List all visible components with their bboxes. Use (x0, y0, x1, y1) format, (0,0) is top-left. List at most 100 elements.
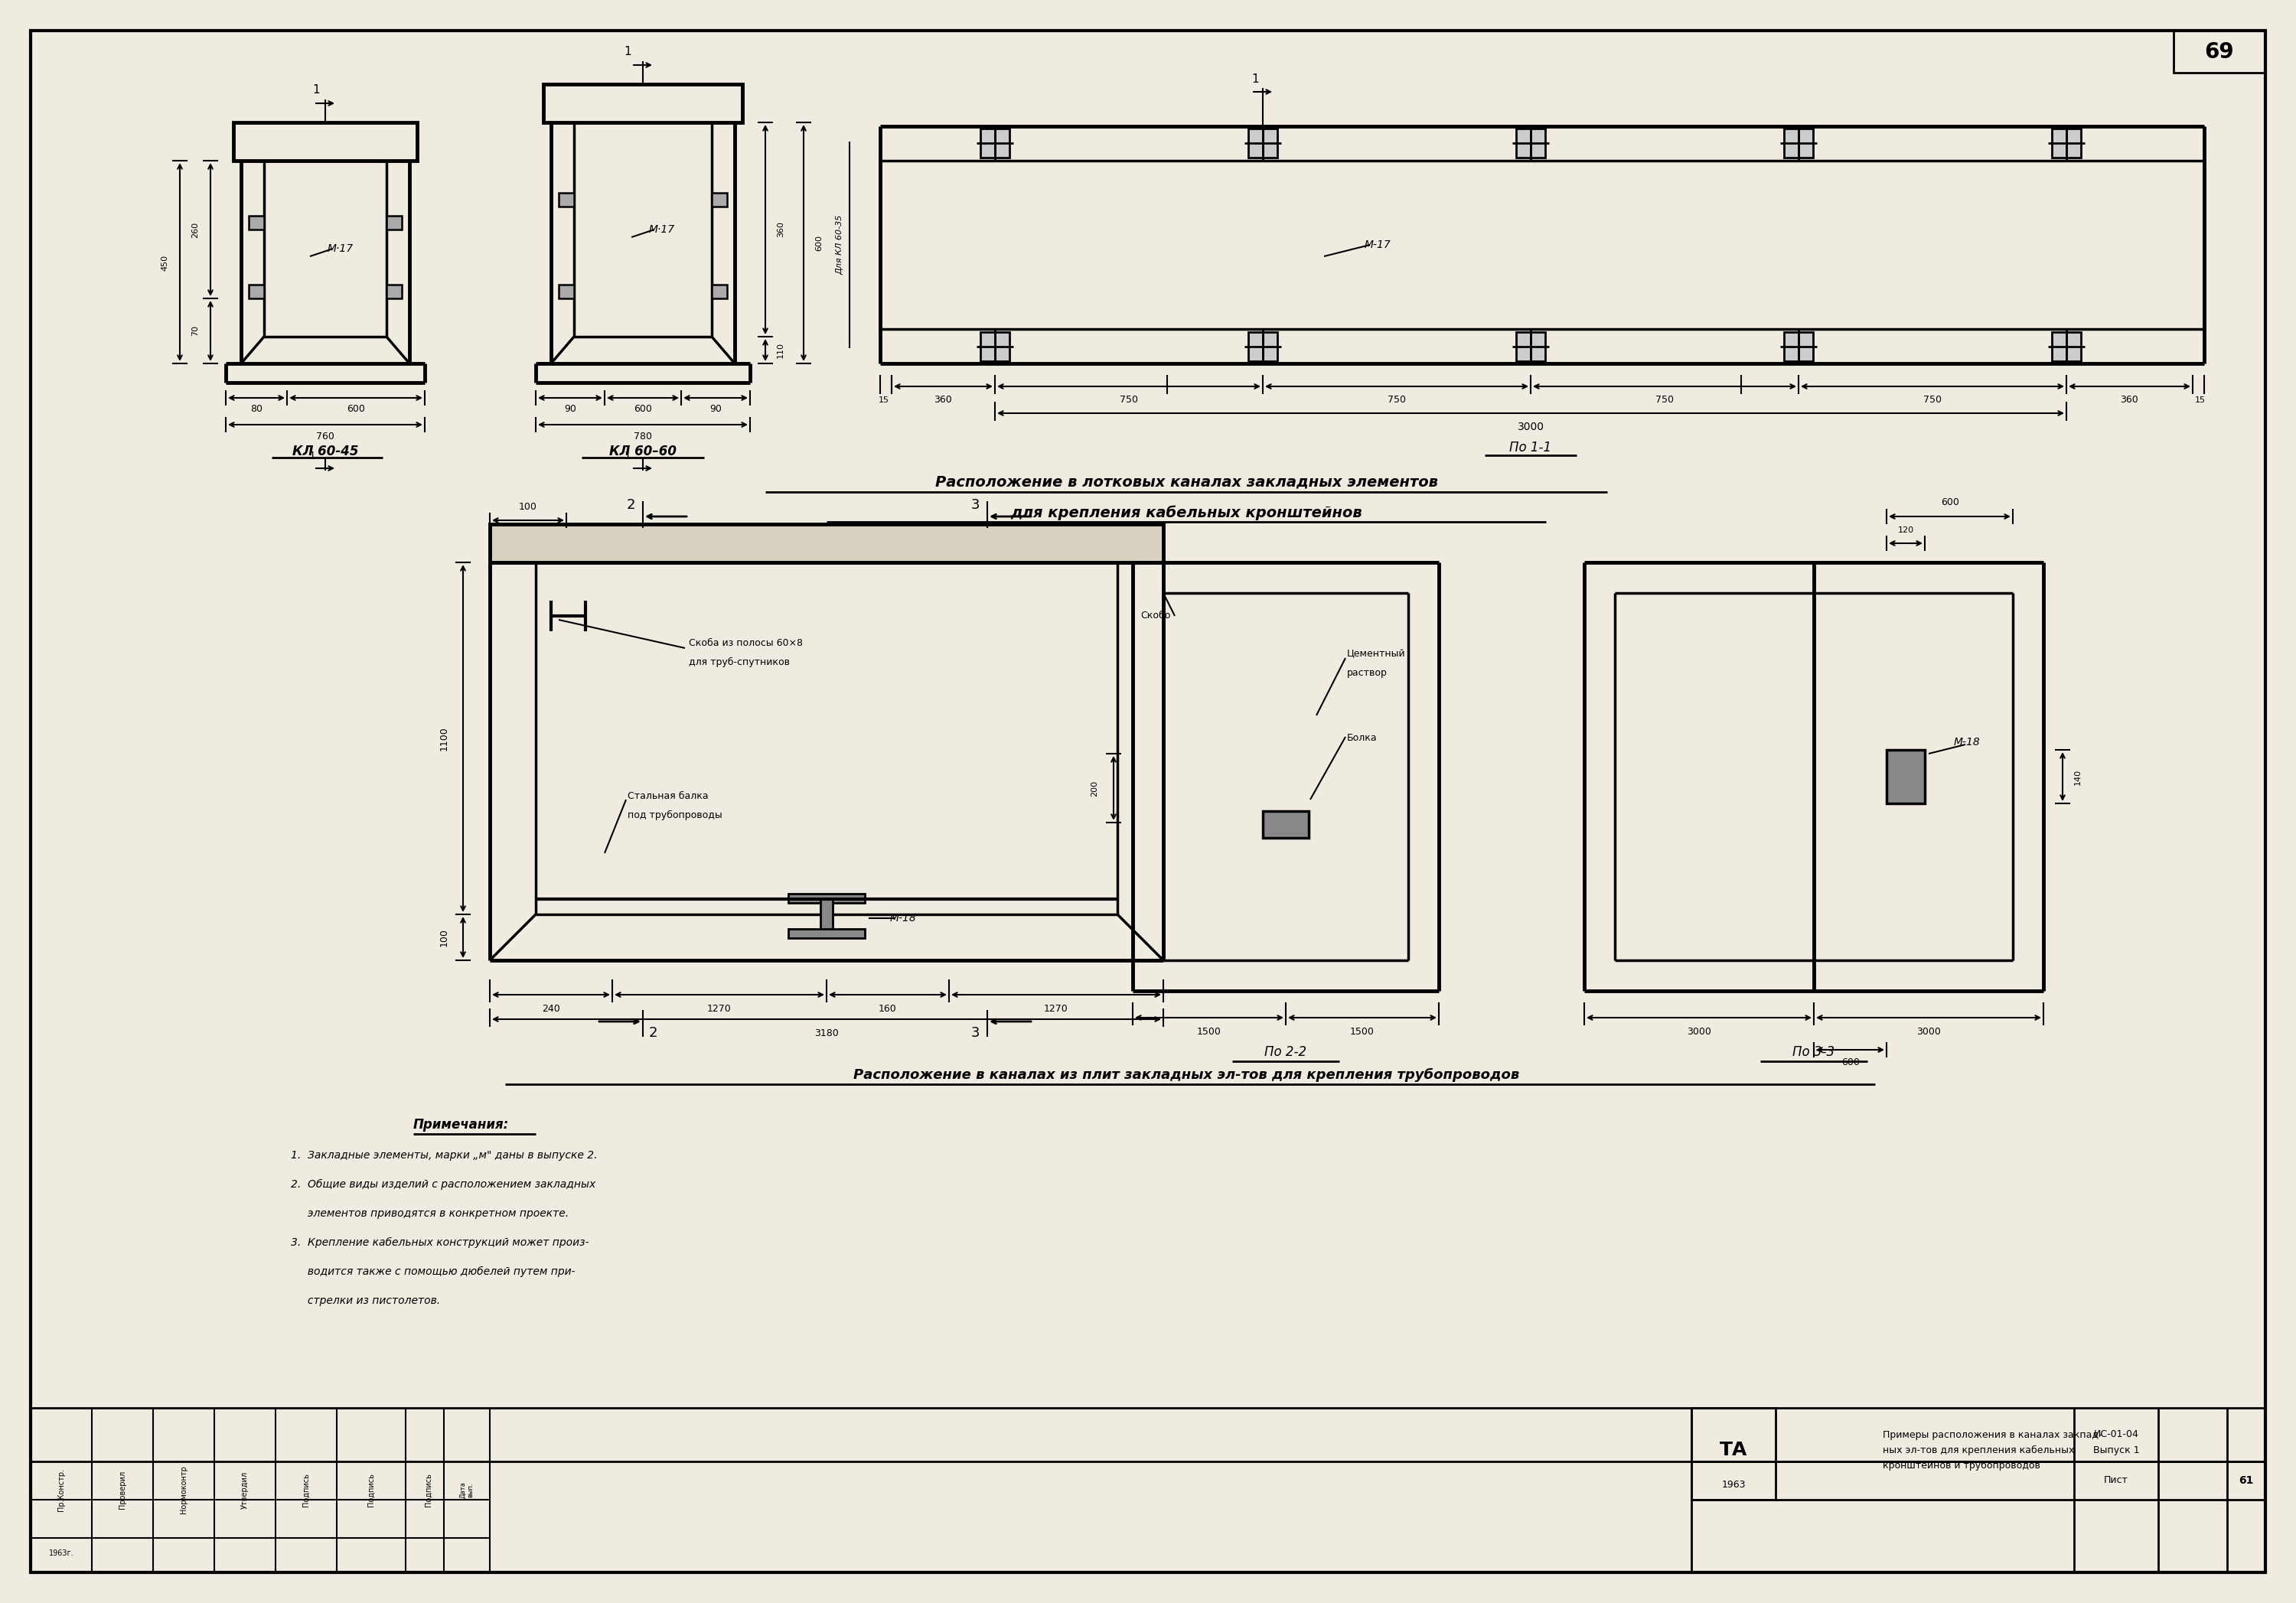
Text: Выпуск 1: Выпуск 1 (2094, 1444, 2140, 1456)
Text: ИС-01-04: ИС-01-04 (2094, 1430, 2138, 1439)
Text: ТА: ТА (1720, 1441, 1747, 1459)
Text: 2: 2 (627, 499, 636, 511)
Text: 1270: 1270 (1045, 1003, 1068, 1013)
Bar (234, 122, 418, 160)
Text: 1963г.: 1963г. (48, 1550, 73, 1557)
Text: Пист: Пист (2103, 1476, 2128, 1486)
Text: 70: 70 (191, 325, 200, 337)
Text: 2: 2 (647, 1026, 657, 1040)
Bar (248, 285, 264, 298)
Bar (544, 85, 742, 122)
Text: 780: 780 (634, 431, 652, 441)
Text: 600: 600 (634, 404, 652, 414)
Text: 140: 140 (2073, 768, 2082, 785)
Bar (558, 192, 574, 207)
Text: 3000: 3000 (1518, 422, 1543, 433)
Bar (386, 216, 402, 229)
Text: Для КЛ 60-35: Для КЛ 60-35 (836, 215, 843, 274)
Text: 90: 90 (565, 404, 576, 414)
Text: Подпись: Подпись (367, 1473, 374, 1507)
Text: 160: 160 (879, 1003, 898, 1013)
Text: Расположение в лотковых каналах закладных элементов: Расположение в лотковых каналах закладны… (934, 474, 1437, 489)
Text: 1500: 1500 (1196, 1026, 1221, 1037)
Text: М-18: М-18 (891, 912, 916, 923)
Text: 360: 360 (934, 396, 953, 406)
Text: 3180: 3180 (815, 1028, 838, 1037)
Text: Стальная балка: Стальная балка (627, 790, 709, 802)
Text: М-18: М-18 (1954, 737, 1979, 747)
Text: Дата
вып.: Дата вып. (459, 1481, 475, 1499)
Bar (1263, 811, 1309, 838)
Text: Цементный: Цементный (1348, 649, 1405, 659)
Text: Расположение в каналах из плит закладных эл-тов для крепления трубопроводов: Расположение в каналах из плит закладных… (854, 1068, 1520, 1082)
Bar (2053, 332, 2080, 361)
Text: 450: 450 (161, 255, 168, 271)
Bar (1784, 332, 1814, 361)
Bar (248, 216, 264, 229)
Text: для труб-спутников: для труб-спутников (689, 657, 790, 667)
Text: под трубопроводы: под трубопроводы (627, 810, 723, 819)
Text: Скоба из полосы 60×8: Скоба из полосы 60×8 (689, 638, 804, 648)
Bar (820, 899, 833, 933)
Text: 110: 110 (776, 343, 785, 359)
Text: 600: 600 (1940, 499, 1958, 508)
Text: Примеры расположения в каналах закпад-: Примеры расположения в каналах закпад- (1883, 1430, 2103, 1439)
Text: 1: 1 (625, 46, 631, 58)
Text: По 2-2: По 2-2 (1265, 1045, 1306, 1060)
Text: 100: 100 (439, 928, 450, 946)
Bar (386, 285, 402, 298)
Bar (712, 192, 728, 207)
Bar (2174, 30, 2266, 72)
Bar (489, 524, 1164, 563)
Bar (788, 894, 866, 902)
Text: 15: 15 (2195, 396, 2206, 404)
Text: По 3-3: По 3-3 (1793, 1045, 1835, 1060)
Text: Примечания:: Примечания: (413, 1117, 510, 1132)
Text: 600: 600 (815, 236, 822, 252)
Text: Подпись: Подпись (303, 1473, 310, 1507)
Text: 1.  Закладные элементы, марки „м" даны в выпуске 2.: 1. Закладные элементы, марки „м" даны в … (292, 1149, 597, 1161)
Text: элементов приводятся в конкретном проекте.: элементов приводятся в конкретном проект… (292, 1209, 569, 1218)
Text: КЛ 60-45: КЛ 60-45 (292, 444, 358, 458)
Text: 1: 1 (312, 85, 319, 96)
Text: для крепления кабельных кронштейнов: для крепления кабельных кронштейнов (1010, 505, 1362, 519)
Bar (712, 285, 728, 298)
Bar (1249, 332, 1277, 361)
Bar (1515, 332, 1545, 361)
Bar (1887, 750, 1924, 803)
Text: 3000: 3000 (1688, 1026, 1711, 1037)
Text: 69: 69 (2204, 42, 2234, 63)
Bar (558, 285, 574, 298)
Text: 3: 3 (971, 499, 980, 511)
Text: 360: 360 (776, 221, 785, 237)
Bar (1692, 1407, 1775, 1500)
Bar (1784, 128, 1814, 157)
Text: М·17: М·17 (328, 244, 354, 253)
Text: По 1-1: По 1-1 (1508, 441, 1552, 455)
Text: 1100: 1100 (439, 726, 450, 750)
Text: Нормоконтр: Нормоконтр (179, 1465, 188, 1513)
Text: 3000: 3000 (1917, 1026, 1940, 1037)
Text: Болка: Болка (1348, 734, 1378, 744)
Text: 360: 360 (2119, 396, 2138, 406)
Text: 1: 1 (310, 450, 315, 462)
Bar (1515, 128, 1545, 157)
Text: 260: 260 (191, 221, 200, 237)
Text: стрелки из пистолетов.: стрелки из пистолетов. (292, 1295, 441, 1306)
Bar (788, 928, 866, 938)
Text: 120: 120 (1896, 526, 1915, 534)
Bar (980, 332, 1010, 361)
Text: 3.  Крепление кабельных конструкций может произ-: 3. Крепление кабельных конструкций может… (292, 1238, 588, 1249)
Text: Подпись: Подпись (425, 1473, 432, 1507)
Text: Утвердил: Утвердил (241, 1472, 248, 1508)
Text: 200: 200 (1091, 781, 1097, 797)
Text: 3: 3 (971, 1026, 980, 1040)
Text: 1963: 1963 (1722, 1480, 1745, 1489)
Text: 2.  Общие виды изделий с расположением закладных: 2. Общие виды изделий с расположением за… (292, 1180, 595, 1189)
Text: Пр.Констр.: Пр.Констр. (57, 1468, 64, 1512)
Text: М·17: М·17 (650, 224, 675, 236)
Text: 15: 15 (879, 396, 889, 404)
Text: 80: 80 (250, 404, 262, 414)
Text: 750: 750 (1120, 396, 1139, 406)
Text: 1: 1 (625, 450, 631, 462)
